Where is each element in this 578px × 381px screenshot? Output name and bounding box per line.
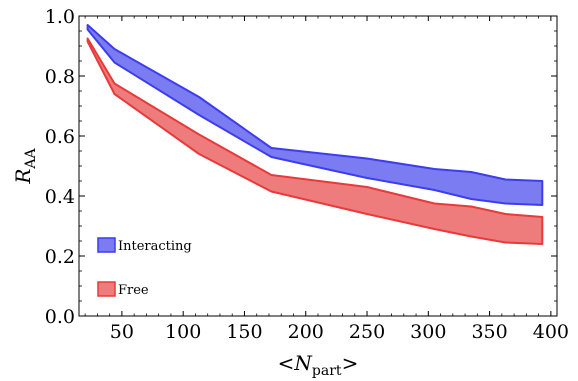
x-axis-label-close: > bbox=[342, 351, 359, 375]
y-tick-label: 0.8 bbox=[45, 66, 75, 88]
x-tick-label: 200 bbox=[288, 321, 324, 343]
legend-swatch-interacting bbox=[97, 237, 116, 253]
y-tick-label: 0.6 bbox=[45, 126, 75, 148]
y-axis-label-sub: AA bbox=[23, 147, 39, 169]
x-tick-label: 150 bbox=[226, 321, 262, 343]
x-tick-label: 50 bbox=[110, 321, 134, 343]
legend: Interacting Free bbox=[97, 237, 192, 298]
y-tick-label: 1.0 bbox=[45, 6, 75, 28]
legend-swatch-free bbox=[97, 281, 116, 297]
y-axis-ticks: 0.0 0.2 0.4 0.6 0.8 1.0 bbox=[45, 6, 557, 328]
bands-layer bbox=[86, 24, 544, 245]
x-axis-label-sub: part bbox=[312, 363, 342, 379]
x-tick-label: 100 bbox=[165, 321, 201, 343]
x-tick-label: 250 bbox=[349, 321, 385, 343]
x-axis-label: <Npart> bbox=[278, 351, 359, 379]
y-axis-label: RAA bbox=[11, 147, 39, 184]
band-interacting bbox=[86, 24, 544, 206]
y-tick-label: 0.4 bbox=[45, 186, 75, 208]
y-tick-label: 0.2 bbox=[45, 246, 75, 268]
band-free bbox=[86, 37, 544, 245]
x-axis-label-open: < bbox=[278, 351, 295, 375]
legend-label-free: Free bbox=[118, 283, 149, 298]
x-tick-label: 350 bbox=[471, 321, 507, 343]
legend-label-interacting: Interacting bbox=[118, 239, 192, 254]
x-axis-ticks: 50 100 150 200 250 300 350 400 bbox=[84, 16, 569, 343]
y-tick-label: 0.0 bbox=[45, 306, 75, 328]
y-axis-label-main: R bbox=[11, 169, 35, 185]
x-tick-label: 300 bbox=[410, 321, 446, 343]
x-tick-label: 400 bbox=[533, 321, 569, 343]
x-axis-label-main: N bbox=[293, 351, 313, 375]
